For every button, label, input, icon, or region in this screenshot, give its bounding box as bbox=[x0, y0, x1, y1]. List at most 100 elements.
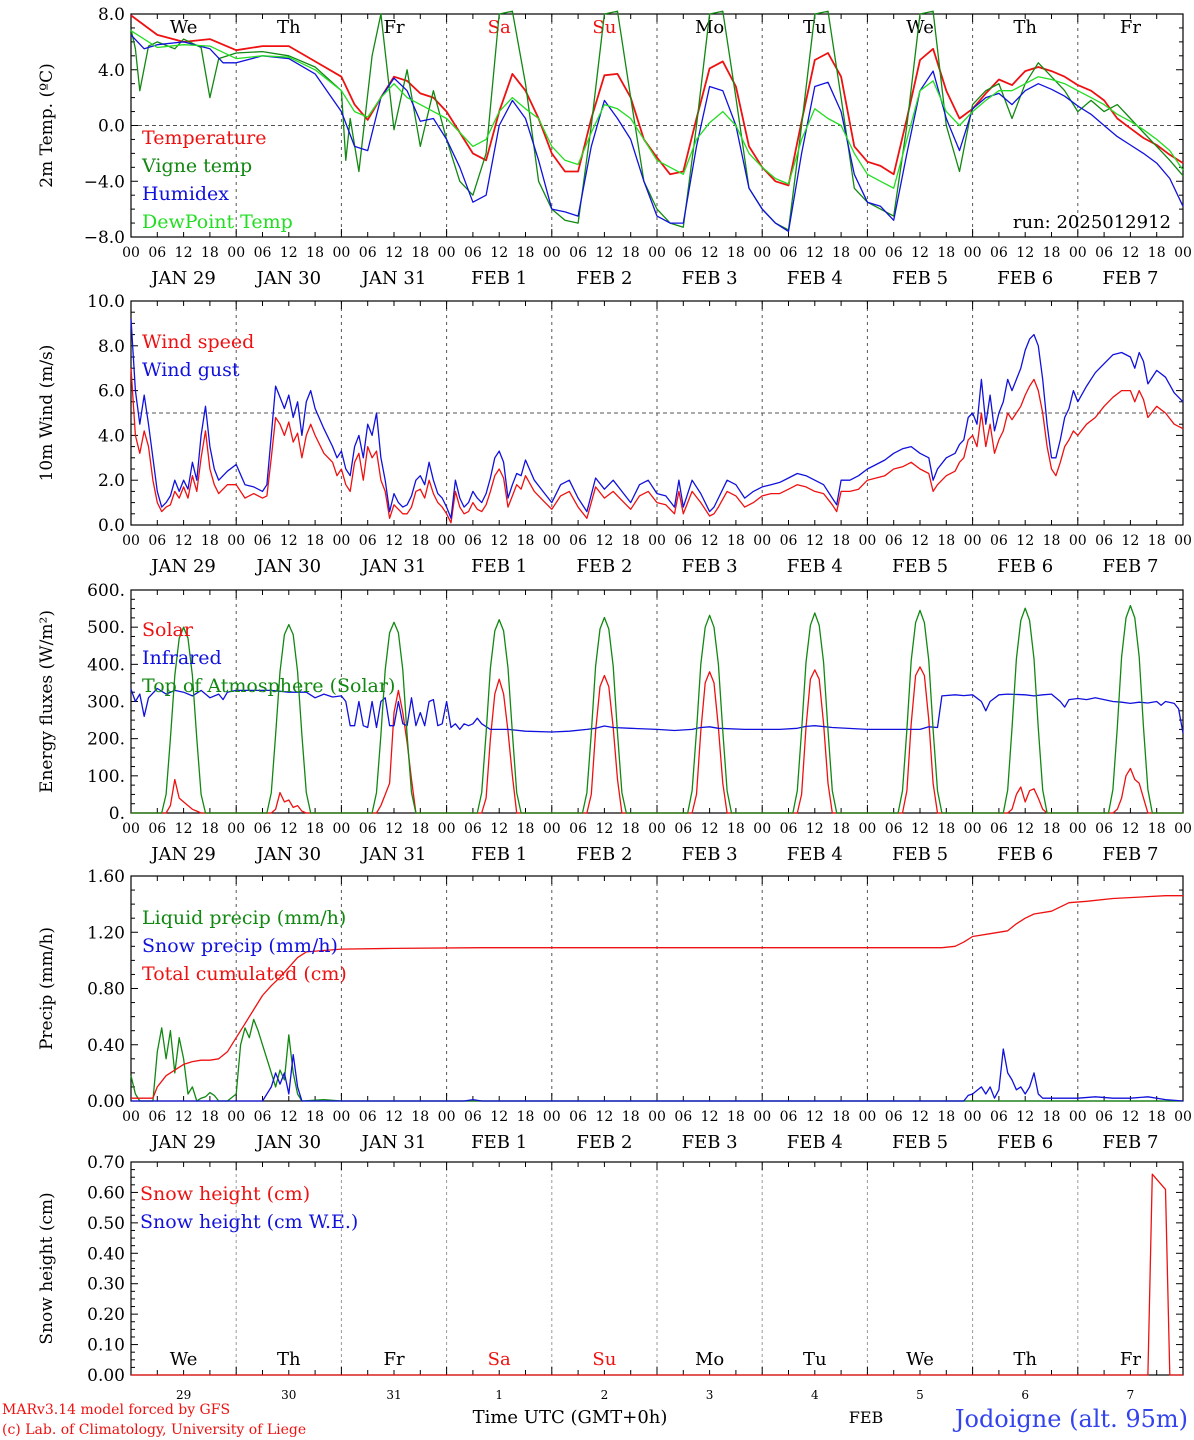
hour-label: 06 bbox=[254, 821, 272, 837]
hour-label: 18 bbox=[201, 533, 219, 549]
hour-label: 06 bbox=[780, 1109, 798, 1125]
panel-4: 1.60 1.20 0.80 0.40 0.00 Precip (mm/h) 00 06 12 1… bbox=[37, 867, 1192, 1153]
weekday-label: Tu bbox=[803, 17, 827, 38]
hour-label: 00 bbox=[1069, 533, 1087, 549]
y-tick-label: 2.0 bbox=[98, 471, 125, 491]
hour-label: 18 bbox=[622, 1109, 640, 1125]
hour-label: 00 bbox=[753, 533, 771, 549]
panel-5: 0.70 0.60 0.50 0.40 0.30 0.20 0.10 0.00 Snow hei… bbox=[37, 1153, 1184, 1402]
hour-label: 12 bbox=[595, 533, 613, 549]
series-line-total-cumulated-cm- bbox=[131, 895, 1183, 1099]
hour-label: 00 bbox=[648, 821, 666, 837]
hour-label: 18 bbox=[622, 245, 640, 261]
hour-label: 12 bbox=[911, 821, 929, 837]
day-label: FEB 7 bbox=[1102, 844, 1158, 865]
hour-label: 06 bbox=[674, 533, 692, 549]
hour-label: 00 bbox=[858, 1109, 876, 1125]
legend-entry: Humidex bbox=[142, 183, 229, 205]
hour-label: 12 bbox=[701, 821, 719, 837]
y-tick-label: 0.0 bbox=[98, 117, 125, 137]
hour-label: 00 bbox=[648, 245, 666, 261]
legend-entry: Infrared bbox=[142, 647, 222, 669]
hour-label: 18 bbox=[937, 1109, 955, 1125]
hour-label: 06 bbox=[990, 245, 1008, 261]
weekday-label: Mo bbox=[695, 17, 724, 38]
hour-label: 06 bbox=[780, 533, 798, 549]
day-label: JAN 30 bbox=[255, 844, 322, 865]
hour-label: 00 bbox=[753, 245, 771, 261]
hour-label: 00 bbox=[438, 533, 456, 549]
day-label: JAN 30 bbox=[255, 1132, 322, 1153]
day-label: FEB 6 bbox=[997, 844, 1053, 865]
hour-label: 18 bbox=[832, 1109, 850, 1125]
legend-entry: Wind speed bbox=[142, 331, 254, 353]
hour-label: 06 bbox=[1095, 533, 1113, 549]
hour-label: 18 bbox=[937, 821, 955, 837]
hour-label: 12 bbox=[175, 245, 193, 261]
legend-entry: Snow height (cm) bbox=[140, 1183, 310, 1205]
day-label: JAN 29 bbox=[149, 556, 216, 577]
y-tick-label: 200. bbox=[87, 730, 125, 750]
day-number-label: 29 bbox=[176, 1388, 191, 1402]
weekday-label: Su bbox=[592, 1349, 616, 1370]
day-label: FEB 4 bbox=[787, 844, 843, 865]
day-label: FEB 5 bbox=[892, 1132, 948, 1153]
hour-label: 12 bbox=[1016, 245, 1034, 261]
hour-label: 18 bbox=[201, 821, 219, 837]
hour-label: 12 bbox=[175, 1109, 193, 1125]
y-tick-label: 0.60 bbox=[87, 1183, 125, 1203]
hour-label: 00 bbox=[332, 245, 350, 261]
legend-entry: Vigne temp bbox=[141, 155, 252, 177]
hour-label: 00 bbox=[753, 1109, 771, 1125]
hour-label: 18 bbox=[411, 1109, 429, 1125]
day-label: FEB 5 bbox=[892, 268, 948, 289]
run-annotation: run: 2025012912 bbox=[1013, 212, 1171, 233]
hour-label: 00 bbox=[227, 245, 245, 261]
y-axis-title: Precip (mm/h) bbox=[37, 927, 57, 1050]
hour-label: 12 bbox=[175, 533, 193, 549]
series-line-wind-gust bbox=[130, 318, 1184, 519]
hour-label: 12 bbox=[701, 533, 719, 549]
hour-label: 18 bbox=[1148, 533, 1166, 549]
y-tick-label: 0. bbox=[109, 804, 125, 824]
hour-label: 06 bbox=[569, 1109, 587, 1125]
weekday-label: Mo bbox=[695, 1349, 724, 1370]
series-line-top-of-atmosphere-solar- bbox=[131, 604, 1183, 814]
series-line-snow-precip-mm-h- bbox=[131, 1048, 1184, 1102]
day-number-label: 3 bbox=[706, 1388, 714, 1402]
x-axis-title: Time UTC (GMT+0h) bbox=[473, 1407, 668, 1428]
hour-label: 06 bbox=[569, 533, 587, 549]
hour-label: 18 bbox=[832, 245, 850, 261]
weekday-label: Tu bbox=[803, 1349, 827, 1370]
day-label: JAN 29 bbox=[149, 268, 216, 289]
y-tick-label: 400. bbox=[87, 655, 125, 675]
hour-label: 00 bbox=[858, 245, 876, 261]
hour-label: 12 bbox=[595, 821, 613, 837]
day-label: FEB 2 bbox=[576, 1132, 632, 1153]
day-number-label: 7 bbox=[1127, 1388, 1135, 1402]
hour-label: 00 bbox=[543, 533, 561, 549]
hour-label: 18 bbox=[1043, 1109, 1061, 1125]
hour-label: 12 bbox=[806, 1109, 824, 1125]
day-label: FEB 6 bbox=[997, 556, 1053, 577]
day-label: JAN 31 bbox=[360, 1132, 427, 1153]
hour-label: 12 bbox=[911, 533, 929, 549]
day-label: JAN 29 bbox=[149, 844, 216, 865]
hour-label: 06 bbox=[569, 245, 587, 261]
series-line-infrared bbox=[130, 687, 1184, 734]
y-tick-label: 0.0 bbox=[98, 516, 125, 536]
hour-label: 12 bbox=[490, 821, 508, 837]
hour-label: 18 bbox=[306, 533, 324, 549]
y-tick-label: 500. bbox=[87, 618, 125, 638]
hour-label: 18 bbox=[1043, 533, 1061, 549]
hour-label: 06 bbox=[885, 245, 903, 261]
hour-label: 12 bbox=[385, 821, 403, 837]
hour-label: 00 bbox=[964, 533, 982, 549]
weekday-label: Sa bbox=[488, 1349, 511, 1370]
hour-label: 00 bbox=[1069, 821, 1087, 837]
hour-label: 06 bbox=[464, 1109, 482, 1125]
hour-label: 06 bbox=[780, 821, 798, 837]
hour-label: 18 bbox=[937, 245, 955, 261]
hour-label: 12 bbox=[1016, 1109, 1034, 1125]
